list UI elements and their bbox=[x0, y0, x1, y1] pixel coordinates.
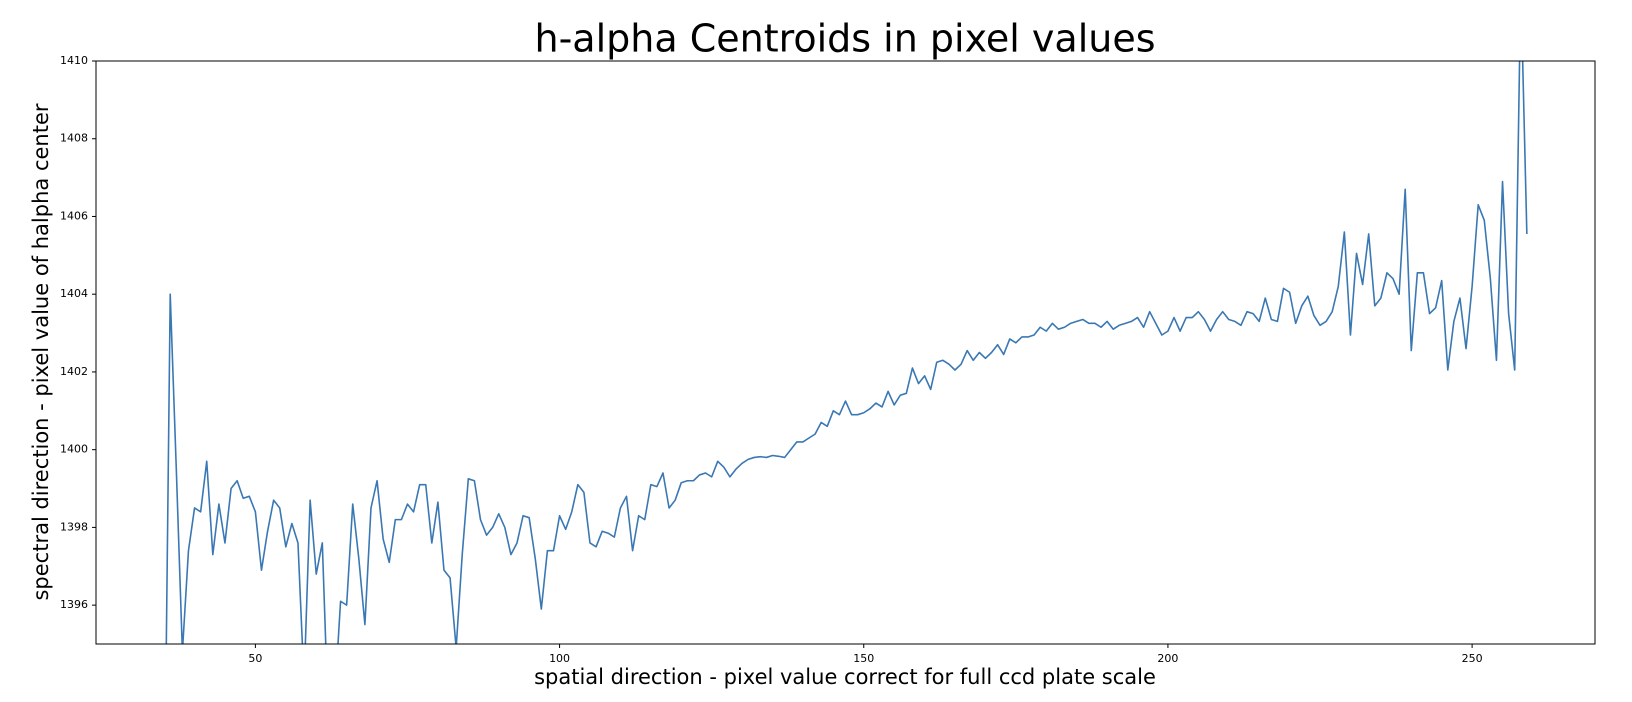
y-axis-label: spectral direction - pixel value of halp… bbox=[29, 103, 53, 600]
y-tick-label: 1404 bbox=[60, 287, 88, 300]
y-tick-label: 1400 bbox=[60, 443, 88, 456]
y-tick-label: 1398 bbox=[60, 520, 88, 533]
x-axis-label: spatial direction - pixel value correct … bbox=[534, 665, 1156, 689]
chart-title: h-alpha Centroids in pixel values bbox=[534, 17, 1155, 61]
data-line bbox=[165, 61, 1528, 644]
y-tick-label: 1406 bbox=[60, 209, 88, 222]
x-tick-label: 100 bbox=[549, 652, 570, 665]
x-tick-label: 200 bbox=[1157, 652, 1178, 665]
x-tick-label: 150 bbox=[853, 652, 874, 665]
y-tick-label: 1396 bbox=[60, 598, 88, 611]
y-tick-label: 1402 bbox=[60, 365, 88, 378]
plot-area bbox=[165, 61, 1528, 644]
y-tick-label: 1410 bbox=[60, 54, 88, 67]
x-tick-label: 50 bbox=[248, 652, 262, 665]
y-tick-label: 1408 bbox=[60, 132, 88, 145]
plot-frame bbox=[95, 60, 1596, 645]
x-tick-label: 250 bbox=[1462, 652, 1483, 665]
